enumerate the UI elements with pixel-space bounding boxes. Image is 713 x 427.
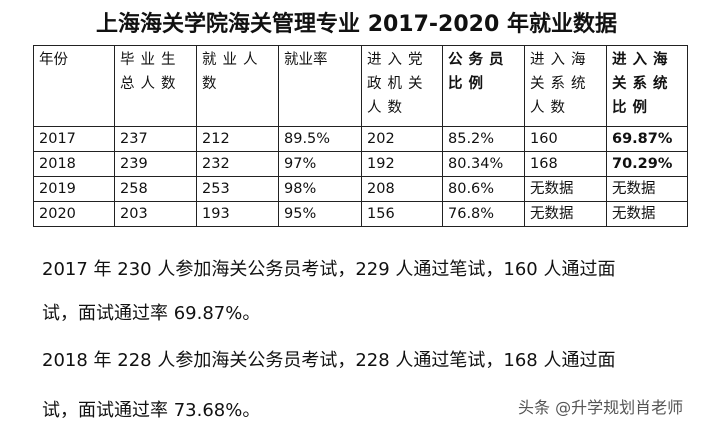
paragraph-2018-line1: 2018 年 228 人参加海关公务员考试，228 人通过笔试，168 人通过面 bbox=[42, 350, 616, 371]
cell: 203 bbox=[114, 201, 197, 227]
paragraph-2017-line1: 2017 年 230 人参加海关公务员考试，229 人通过笔试，160 人通过面 bbox=[42, 259, 616, 280]
cell: 89.5% bbox=[278, 126, 362, 152]
cell: 69.87% bbox=[606, 126, 688, 152]
cell: 97% bbox=[278, 151, 362, 177]
employment-table: 年份 毕业生总人数 就业人数 就业率 进入党政机关人数 公务员比例 进入海关系统… bbox=[33, 45, 688, 227]
cell: 208 bbox=[361, 176, 443, 202]
cell: 232 bbox=[196, 151, 279, 177]
header-employed: 就业人数 bbox=[196, 45, 279, 127]
header-customs-ratio: 进入海关系统比例 bbox=[606, 45, 688, 127]
paragraph-2017-line2: 试，面试通过率 69.87%。 bbox=[42, 303, 261, 324]
table-row: 2020 203 193 95% 156 76.8% 无数据 无数据 bbox=[33, 201, 688, 227]
cell: 253 bbox=[196, 176, 279, 202]
cell: 160 bbox=[524, 126, 607, 152]
watermark: 头条 @升学规划肖老师 bbox=[518, 398, 684, 417]
cell: 无数据 bbox=[524, 176, 607, 202]
cell: 70.29% bbox=[606, 151, 688, 177]
cell: 2017 bbox=[33, 126, 115, 152]
cell: 无数据 bbox=[606, 201, 688, 227]
cell: 156 bbox=[361, 201, 443, 227]
table-row: 2017 237 212 89.5% 202 85.2% 160 69.87% bbox=[33, 126, 688, 152]
paragraph-2018-line2: 试，面试通过率 73.68%。 bbox=[42, 400, 261, 421]
header-civil-servant-ratio: 公务员比例 bbox=[442, 45, 525, 127]
cell: 95% bbox=[278, 201, 362, 227]
header-graduates: 毕业生总人数 bbox=[114, 45, 197, 127]
cell: 85.2% bbox=[442, 126, 525, 152]
cell: 212 bbox=[196, 126, 279, 152]
cell: 2020 bbox=[33, 201, 115, 227]
cell: 无数据 bbox=[606, 176, 688, 202]
header-employment-rate: 就业率 bbox=[278, 45, 362, 127]
page-title: 上海海关学院海关管理专业 2017-2020 年就业数据 bbox=[96, 12, 617, 37]
cell: 76.8% bbox=[442, 201, 525, 227]
cell: 239 bbox=[114, 151, 197, 177]
cell: 2019 bbox=[33, 176, 115, 202]
cell: 192 bbox=[361, 151, 443, 177]
cell: 无数据 bbox=[524, 201, 607, 227]
header-customs-count: 进入海关系统人数 bbox=[524, 45, 607, 127]
cell: 98% bbox=[278, 176, 362, 202]
cell: 2018 bbox=[33, 151, 115, 177]
table-row: 2018 239 232 97% 192 80.34% 168 70.29% bbox=[33, 151, 688, 177]
header-year: 年份 bbox=[33, 45, 115, 127]
table-row: 2019 258 253 98% 208 80.6% 无数据 无数据 bbox=[33, 176, 688, 202]
cell: 237 bbox=[114, 126, 197, 152]
cell: 202 bbox=[361, 126, 443, 152]
cell: 80.6% bbox=[442, 176, 525, 202]
header-party-gov: 进入党政机关人数 bbox=[361, 45, 443, 127]
cell: 80.34% bbox=[442, 151, 525, 177]
cell: 168 bbox=[524, 151, 607, 177]
cell: 193 bbox=[196, 201, 279, 227]
cell: 258 bbox=[114, 176, 197, 202]
table-header-row: 年份 毕业生总人数 就业人数 就业率 进入党政机关人数 公务员比例 进入海关系统… bbox=[33, 45, 688, 127]
